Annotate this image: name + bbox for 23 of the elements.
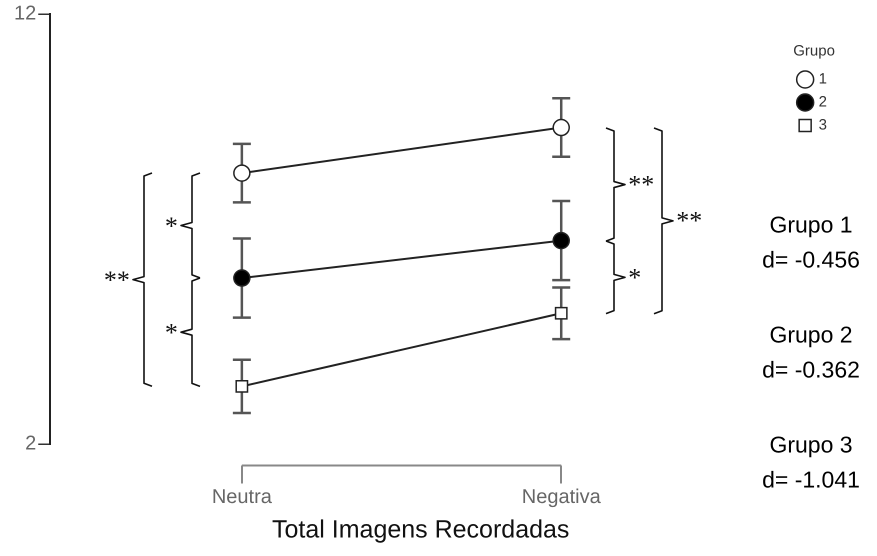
annotation: ** [104,266,130,295]
annotation: ** [628,170,654,199]
point [552,232,570,250]
annotation: * [164,318,178,348]
annotation: * [628,262,642,292]
legend-label: 2 [818,94,827,111]
text: Grupo 2 d= -0.362 [762,321,860,382]
point [233,164,251,182]
x-axis-title: Total Imagens Recordadas [272,515,570,544]
annotation: ** [676,206,702,236]
legend-label: 1 [818,70,827,88]
text: Grupo 3 d= -1.041 [762,431,860,492]
point [233,269,251,287]
point [552,118,570,136]
point [235,380,248,393]
text: Grupo 1 d= -0.456 [762,211,860,272]
legend-label: 3 [818,116,827,134]
point [554,306,568,320]
x-tick-label: Neutra [212,486,273,508]
y-tick-label: 12 [14,2,36,25]
legend-title: Grupo [793,42,835,60]
x-tick-label: Negativa [522,486,602,508]
annotation: * [164,211,178,240]
